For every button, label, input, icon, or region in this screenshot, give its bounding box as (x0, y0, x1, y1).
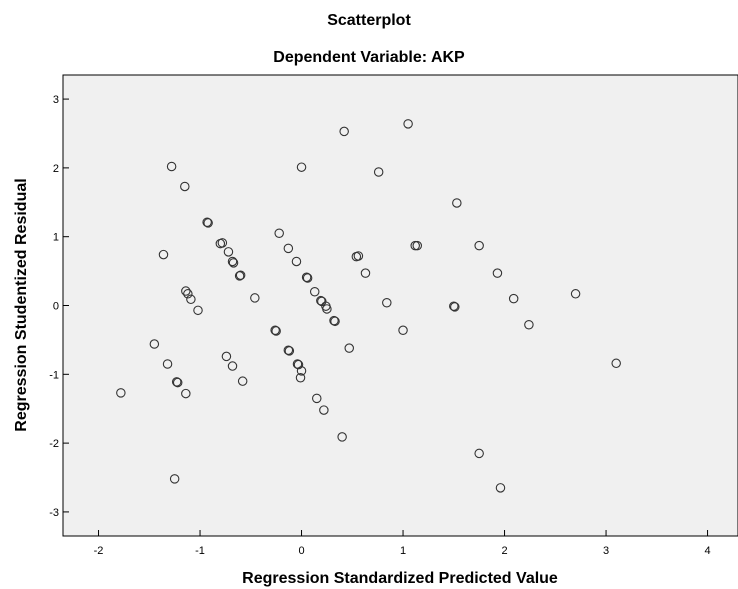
data-point (237, 376, 248, 386)
data-point (180, 181, 190, 192)
data-point (223, 247, 234, 257)
data-point (322, 304, 332, 314)
data-point (274, 228, 284, 239)
data-point (330, 316, 340, 327)
data-point (227, 256, 238, 267)
data-point (171, 377, 182, 387)
y-tick-label: 2 (53, 163, 59, 175)
data-point (181, 286, 191, 296)
data-point (291, 256, 302, 267)
data-point (296, 366, 307, 376)
data-point (452, 198, 462, 208)
data-point (234, 271, 245, 281)
data-point (235, 270, 246, 280)
data-point (344, 343, 354, 353)
data-point (360, 268, 371, 278)
data-point (181, 388, 191, 399)
y-axis-label: Regression Studentized Residual (13, 178, 30, 431)
data-point (284, 346, 295, 356)
y-tick-label: 1 (53, 232, 59, 244)
data-point (450, 302, 460, 312)
y-tick-label: -1 (49, 369, 59, 381)
x-tick-label: 3 (603, 545, 609, 557)
data-point (158, 249, 169, 260)
data-point (296, 162, 307, 172)
data-point (319, 405, 329, 415)
data-point (474, 240, 484, 251)
data-point (398, 325, 408, 336)
data-point (271, 326, 281, 336)
data-point (329, 315, 339, 326)
data-point (250, 293, 260, 303)
data-point (403, 119, 413, 129)
data-point (337, 432, 347, 442)
data-point (312, 393, 322, 404)
y-tick-label: -2 (49, 438, 59, 450)
axis-ticks: -2 -1 0 1 2 3 4 -3 -2 -1 0 1 2 3 (49, 94, 710, 557)
data-point (228, 258, 239, 268)
data-point (295, 372, 306, 383)
data-point (301, 272, 312, 283)
x-tick-label: 4 (704, 545, 710, 557)
data-point (474, 448, 484, 459)
data-point (302, 273, 313, 283)
data-point (492, 268, 503, 278)
data-point (570, 289, 581, 299)
data-point (449, 301, 459, 311)
data-point (149, 339, 160, 349)
data-point (508, 293, 519, 304)
data-point (227, 361, 238, 371)
data-point (373, 167, 384, 177)
chart-title: Scatterplot (327, 12, 411, 29)
data-point (524, 320, 534, 330)
data-point (183, 289, 193, 299)
chart-subtitle: Dependent Variable: AKP (273, 49, 465, 66)
data-point (495, 483, 506, 493)
data-point (166, 161, 177, 172)
data-point (382, 297, 392, 308)
data-point (339, 126, 349, 137)
x-tick-label: -1 (195, 545, 205, 557)
x-axis-label: Regression Standardized Predicted Value (242, 570, 558, 587)
data-point (293, 359, 304, 370)
data-point (353, 251, 364, 261)
data-point (270, 325, 280, 336)
data-point (283, 243, 294, 254)
data-point (292, 359, 303, 369)
plot-area (62, 74, 738, 537)
x-tick-label: -2 (94, 545, 104, 557)
x-tick-label: 2 (501, 545, 507, 557)
data-point (169, 474, 180, 484)
data-point (221, 351, 232, 362)
data-point (116, 388, 126, 398)
data-point (309, 286, 320, 297)
y-tick-label: 0 (53, 301, 59, 313)
data-point (172, 377, 183, 388)
data-point (203, 218, 213, 228)
y-tick-label: -3 (49, 507, 59, 519)
data-point (162, 359, 173, 369)
data-point (193, 305, 203, 316)
data-point (186, 294, 196, 305)
x-tick-label: 1 (400, 545, 406, 557)
data-point (611, 358, 621, 369)
y-tick-label: 3 (53, 94, 59, 106)
data-point (412, 240, 422, 251)
data-point (316, 295, 326, 306)
data-point (283, 345, 294, 355)
data-point (202, 217, 212, 227)
x-tick-label: 0 (298, 545, 304, 557)
data-point (215, 238, 226, 249)
data-points (116, 119, 621, 493)
